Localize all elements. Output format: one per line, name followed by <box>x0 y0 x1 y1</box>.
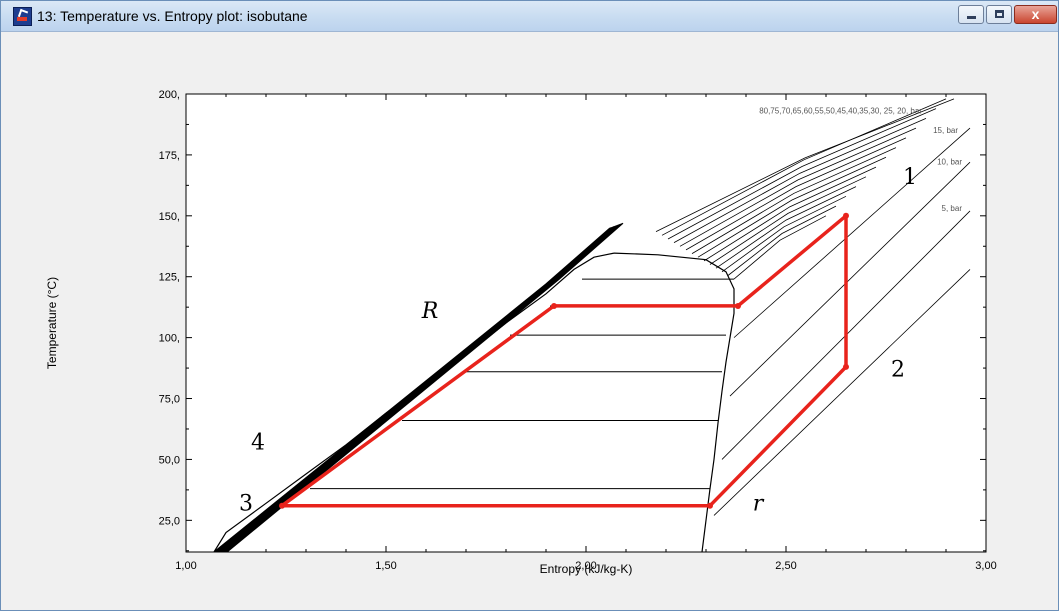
superheated-isobar-line <box>655 98 955 232</box>
y-tick-label: 25,0 <box>159 515 180 527</box>
low-pressure-isobar-line <box>729 161 971 397</box>
minimize-icon <box>967 16 976 19</box>
cycle-state-point <box>843 212 849 219</box>
y-tick-label: 200, <box>159 89 180 101</box>
state-label: 1 <box>903 165 917 190</box>
superheated-isobar-line <box>721 195 847 273</box>
state-label: 4 <box>251 431 265 456</box>
close-button[interactable]: x <box>1014 5 1057 24</box>
close-icon: x <box>1031 6 1040 22</box>
x-tick-label: 2,50 <box>775 560 796 572</box>
cycle-state-point <box>735 302 741 309</box>
cycle-series <box>279 212 849 509</box>
superheated-isobar-line <box>727 205 837 276</box>
cycle-state-point <box>279 502 285 509</box>
superheated-isobar-line <box>697 156 887 258</box>
axis-ticks: 1,00 1,50 2,00 2,50 3,0025,050,075,0100,125,… <box>159 89 997 572</box>
y-tick-label: 100, <box>159 333 180 345</box>
superheated-isobar-line <box>667 108 937 240</box>
state-label: r <box>753 492 765 517</box>
isobar-lines <box>655 98 971 516</box>
low-pressure-isobar-line <box>733 127 971 338</box>
superheated-isobar-line <box>709 176 867 265</box>
y-tick-label: 150, <box>159 211 180 223</box>
title-bar[interactable]: 13: Temperature vs. Entropy plot: isobut… <box>1 1 1058 32</box>
isobar-label: 10, bar <box>937 158 962 167</box>
app-logo-icon <box>13 7 32 26</box>
superheated-isobar-line <box>733 215 827 280</box>
state-label: 3 <box>239 492 253 517</box>
saturation-dome <box>213 222 735 553</box>
isobar-label: 5, bar <box>942 204 963 213</box>
x-tick-label: 1,50 <box>375 560 396 572</box>
superheated-isobar-line <box>673 118 927 243</box>
saturated-vapor-line <box>613 252 735 553</box>
superheated-isobar-line <box>661 98 947 236</box>
cycle-state-point <box>843 363 849 370</box>
superheated-isobar-line <box>715 186 857 269</box>
y-tick-label: 50,0 <box>159 454 180 466</box>
y-tick-label: 125, <box>159 272 180 284</box>
superheated-isobar-line <box>691 147 897 254</box>
y-axis-label: Temperature (°C) <box>45 277 59 369</box>
maximize-icon <box>995 10 1004 18</box>
liquid-isobar-line <box>226 222 624 553</box>
x-tick-label: 1,00 <box>175 560 196 572</box>
x-tick-label: 3,00 <box>975 560 996 572</box>
superheated-isobar-line <box>679 127 917 247</box>
state-annotations: 1 2 3 4 Rr <box>239 165 917 516</box>
isobar-labels: 80,75,70,65,60,55,50,45,40,35,30, 25, 20… <box>759 106 962 212</box>
state-label: 2 <box>891 358 905 383</box>
low-pressure-isobar-line <box>713 269 971 516</box>
isobar-label: 15, bar <box>933 126 958 135</box>
isobar-label: 80,75,70,65,60,55,50,45,40,35,30, 25, 20… <box>759 106 922 115</box>
saturated-liquid-line <box>213 252 615 553</box>
x-tick-label: 2,00 <box>575 560 596 572</box>
minimize-button[interactable] <box>958 5 984 24</box>
y-tick-label: 175, <box>159 150 180 162</box>
window-title: 13: Temperature vs. Entropy plot: isobut… <box>37 8 308 24</box>
cycle-state-point <box>551 302 557 309</box>
superheated-isobar-line <box>703 166 877 262</box>
superheated-isobar-line <box>685 137 907 251</box>
maximize-button[interactable] <box>986 5 1012 24</box>
cycle-state-point <box>707 502 713 509</box>
y-tick-label: 75,0 <box>159 394 180 406</box>
x-axis-label: Entropy (kJ/kg-K) <box>540 562 633 576</box>
state-label: R <box>421 299 439 324</box>
ts-chart: 1,00 1,50 2,00 2,50 3,0025,050,075,0100,125,… <box>45 89 997 576</box>
